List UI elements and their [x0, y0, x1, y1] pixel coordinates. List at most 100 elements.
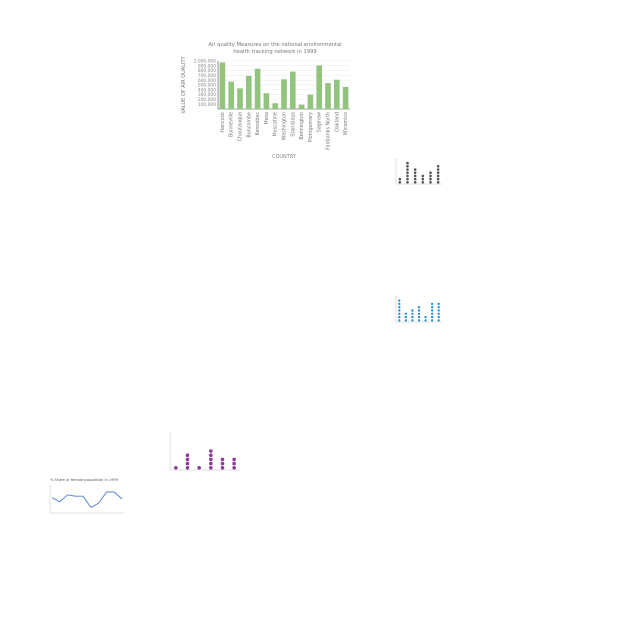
- dot-marker: [413, 168, 417, 171]
- dot-marker: [398, 319, 401, 322]
- dot-marker: [398, 181, 402, 184]
- dot-marker: [406, 181, 409, 184]
- bar: [263, 93, 270, 109]
- dot-chart-grey: [384, 152, 448, 192]
- dot-marker: [220, 461, 225, 466]
- x-tick-label: Wicomico: [343, 112, 349, 135]
- x-tick-label: Montgomery: [308, 112, 314, 143]
- dot-marker: [430, 319, 434, 322]
- main-bar-chart: Air quality Measures on the national env…: [170, 35, 370, 165]
- main-bar-chart-svg: Air quality Measures on the national env…: [181, 42, 350, 160]
- dot-marker: [430, 309, 434, 312]
- dot-marker: [413, 181, 417, 184]
- y-tick-label: 300,000: [198, 92, 216, 98]
- bar: [316, 65, 323, 109]
- x-tick-label: Saginaw: [317, 112, 323, 132]
- dot-marker: [185, 461, 190, 466]
- dot-marker: [185, 457, 190, 462]
- dot-marker: [185, 453, 190, 457]
- dot-marker: [437, 312, 440, 315]
- dot-marker: [437, 315, 440, 319]
- dot-marker: [209, 466, 213, 470]
- dot-marker: [429, 181, 432, 184]
- dot-marker: [436, 171, 440, 174]
- x-tick-label: Bennington: [299, 112, 305, 140]
- dot-marker: [398, 177, 402, 181]
- dot-marker: [411, 315, 414, 319]
- dot-marker: [424, 315, 427, 319]
- dot-marker: [437, 306, 440, 309]
- dot-marker: [406, 177, 409, 181]
- y-tick-label: 700,000: [198, 73, 216, 79]
- dot-marker: [398, 306, 401, 309]
- line-chart-female-share: % Share of female population in 1999: [36, 474, 128, 530]
- line-series: [51, 491, 123, 508]
- dot-marker: [421, 174, 425, 178]
- bar: [333, 79, 340, 109]
- x-tick-label: Hancock: [220, 112, 226, 133]
- dot-marker: [413, 174, 417, 178]
- dot-marker: [406, 161, 409, 165]
- bar: [298, 104, 305, 109]
- dot-chart-purple: [158, 424, 244, 480]
- dot-marker: [430, 312, 434, 315]
- dot-marker: [417, 312, 421, 315]
- dot-marker: [406, 168, 409, 171]
- dot-marker: [404, 315, 408, 319]
- dot-marker: [209, 453, 213, 457]
- x-tick-label: Muscatine: [273, 112, 279, 137]
- y-tick-label: 800,000: [198, 68, 216, 74]
- bar: [237, 88, 243, 109]
- y-tick-label: 600,000: [198, 78, 216, 84]
- dot-chart-blue-svg: [395, 296, 442, 323]
- dot-marker: [417, 306, 421, 309]
- dot-marker: [436, 177, 440, 181]
- dot-marker: [398, 299, 401, 302]
- dot-marker: [232, 466, 236, 470]
- dot-marker: [404, 312, 408, 315]
- dot-marker: [437, 302, 440, 306]
- x-axis-label: COUNTRY: [272, 154, 297, 160]
- bar: [228, 81, 235, 109]
- y-tick-label: 1,000,000: [194, 59, 217, 65]
- chart-title-line: Air quality Measures on the national env…: [208, 42, 341, 48]
- dot-marker: [411, 312, 414, 315]
- bar: [325, 83, 331, 109]
- x-tick-label: Mesa: [264, 112, 270, 125]
- dot-chart-purple-svg: [169, 432, 240, 471]
- dot-marker: [421, 177, 425, 181]
- dot-marker: [404, 319, 408, 322]
- bar: [245, 75, 252, 109]
- dot-marker: [411, 319, 414, 322]
- bar: [281, 79, 287, 109]
- dot-marker: [398, 309, 401, 312]
- line-chart-title: % Share of female population in 1999: [50, 478, 119, 482]
- dot-marker: [429, 174, 432, 178]
- dot-marker: [436, 165, 440, 168]
- bar: [272, 103, 279, 109]
- y-axis-label: VALUE OF AIR QUALITY: [181, 55, 187, 113]
- dot-marker: [406, 174, 409, 178]
- dot-marker: [417, 309, 421, 312]
- dot-chart-blue: [384, 292, 448, 328]
- dot-marker: [398, 302, 401, 306]
- y-tick-label: 900,000: [198, 63, 216, 69]
- y-tick-label: 400,000: [198, 87, 216, 93]
- bar: [342, 86, 349, 109]
- dot-marker: [220, 466, 225, 470]
- dot-marker: [232, 461, 236, 466]
- bar: [254, 68, 261, 109]
- x-tick-label: Fairbanks North: [326, 112, 332, 150]
- chart-title-line: health tracking network in 1999: [233, 49, 316, 55]
- dot-marker: [413, 171, 417, 174]
- dot-marker: [437, 309, 440, 312]
- dot-marker: [406, 165, 409, 168]
- x-tick-label: Chautauqua: [238, 112, 244, 141]
- dot-marker: [429, 171, 432, 174]
- y-tick-label: 200,000: [198, 97, 216, 103]
- bar: [289, 71, 296, 109]
- x-tick-label: Bonneville: [229, 112, 235, 137]
- x-tick-label: Oakland: [334, 112, 340, 132]
- dot-marker: [437, 319, 440, 322]
- dot-marker: [424, 319, 427, 322]
